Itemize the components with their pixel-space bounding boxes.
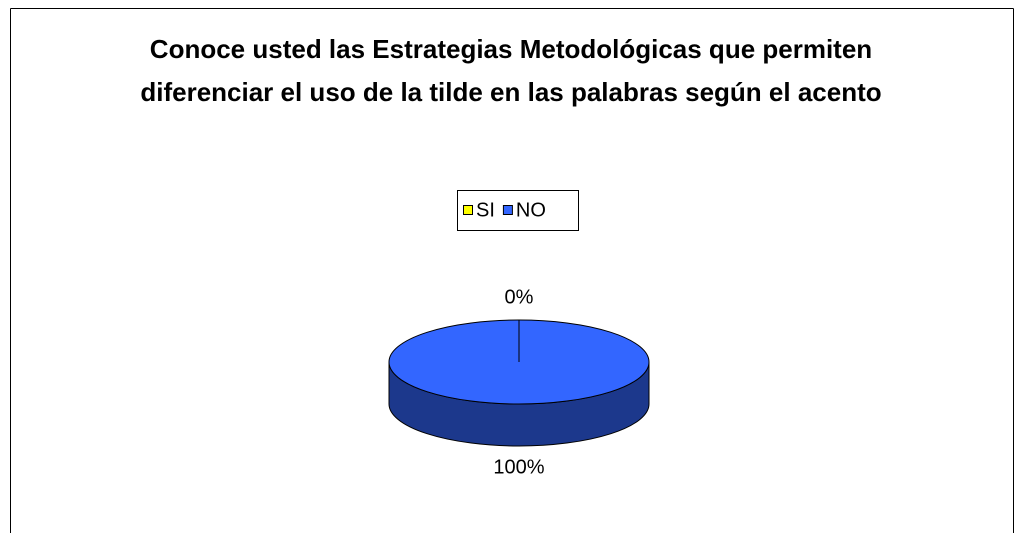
legend-swatch xyxy=(463,205,473,215)
legend-swatch xyxy=(502,205,513,215)
data-label: 0% xyxy=(505,286,534,308)
legend-label: SI xyxy=(476,199,495,221)
data-label: 100% xyxy=(493,456,544,478)
chart-title: Conoce usted las Estrategias Metodológic… xyxy=(140,34,882,107)
legend-label: NO xyxy=(516,199,546,221)
legend-box xyxy=(457,190,579,231)
